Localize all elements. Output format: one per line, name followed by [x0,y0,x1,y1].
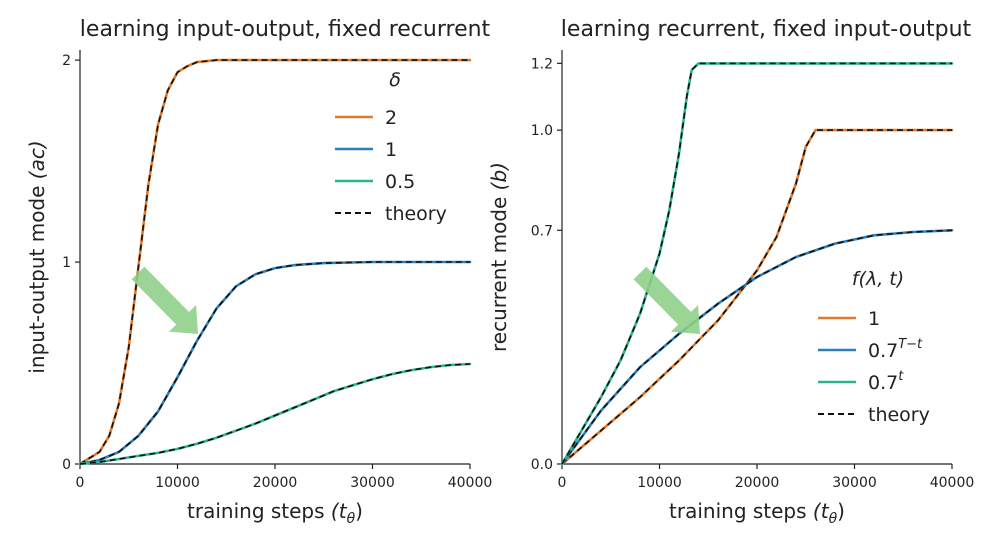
trend-arrow [131,266,198,334]
y-tick-label: 0.0 [531,457,553,473]
legend-entry-label: 1 [868,308,880,330]
y-tick-label: 2 [62,53,71,69]
legend-title: f(λ, t) [852,268,904,290]
legend-title: δ [389,69,401,91]
legend-entry-label: 0.5 [385,171,415,193]
chart-panel-1: learning input-output, fixed recurrent 0 1… [25,17,492,527]
series-line-3 [78,362,472,466]
y-tick-label: 1 [62,255,71,271]
x-tick-label: 30000 [832,475,877,491]
x-axis-label: training steps (tθ) [187,499,363,527]
x-tick-label: 40000 [448,475,493,491]
series-line-3 [560,62,954,466]
trend-arrow [633,266,700,334]
y-tick-label: 0 [62,457,71,473]
legend-entry-theory: theory [385,203,447,225]
legend-entry-label: 0.7T−t [868,337,923,362]
chart-title: learning input-output, fixed recurrent [80,17,491,42]
legend-entry-label: 1 [385,139,397,161]
x-tick-label: 10000 [637,475,682,491]
theory-line-1 [79,59,470,465]
x-tick-label: 0 [558,475,567,491]
x-tick-label: 20000 [253,475,298,491]
chart-panel-2: learning recurrent, fixed input-output 0 1… [487,17,974,527]
y-tick-label: 0.7 [531,223,553,239]
legend-entry-label: 2 [385,107,397,129]
y-tick-label: 1.2 [531,56,553,72]
x-tick-label: 30000 [350,475,395,491]
legend-entry-theory: theory [868,404,930,426]
x-tick-label: 10000 [155,475,200,491]
legend-entry-label: 0.7t [868,369,904,394]
chart-title: learning recurrent, fixed input-output [561,17,972,42]
theory-line-2 [79,261,470,465]
y-axis-label: recurrent mode (b) [487,162,511,352]
theory-line-2 [561,229,953,465]
x-axis-label: training steps (tθ) [669,499,845,527]
x-tick-label: 0 [76,475,85,491]
x-tick-label: 40000 [930,475,975,491]
series-line-2 [78,260,472,466]
x-tick-label: 20000 [735,475,780,491]
theory-line-3 [79,363,471,465]
y-tick-label: 1.0 [531,123,553,139]
legend: δ 2 1 0.5 theory [335,69,447,225]
y-axis-label: input-output mode (ac) [25,140,49,373]
legend: f(λ, t) 1 0.7T−t 0.7t theory [818,268,930,426]
theory-line-1 [561,129,952,465]
